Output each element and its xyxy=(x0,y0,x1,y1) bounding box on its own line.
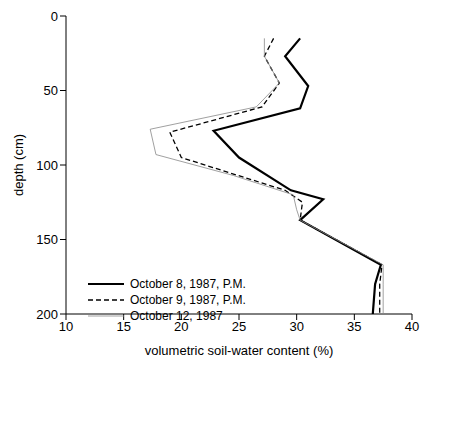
svg-text:50: 50 xyxy=(44,83,58,98)
svg-text:150: 150 xyxy=(36,232,58,247)
svg-text:200: 200 xyxy=(36,307,58,322)
svg-text:15: 15 xyxy=(116,319,130,334)
svg-text:20: 20 xyxy=(174,319,188,334)
svg-text:depth (cm): depth (cm) xyxy=(11,134,26,196)
svg-text:100: 100 xyxy=(36,158,58,173)
svg-text:25: 25 xyxy=(232,319,246,334)
svg-text:volumetric soil-water content: volumetric soil-water content (%) xyxy=(145,343,334,358)
svg-text:30: 30 xyxy=(289,319,303,334)
html-text:October 12, 1987: October 12, 1987 xyxy=(130,309,223,323)
svg-text:40: 40 xyxy=(405,319,419,334)
svg-text:35: 35 xyxy=(347,319,361,334)
svg-text:0: 0 xyxy=(51,9,58,24)
html-text:October 9, 1987, P.M.: October 9, 1987, P.M. xyxy=(130,293,246,307)
html-text:October 8, 1987, P.M.: October 8, 1987, P.M. xyxy=(130,277,246,291)
svg-text:10: 10 xyxy=(59,319,73,334)
